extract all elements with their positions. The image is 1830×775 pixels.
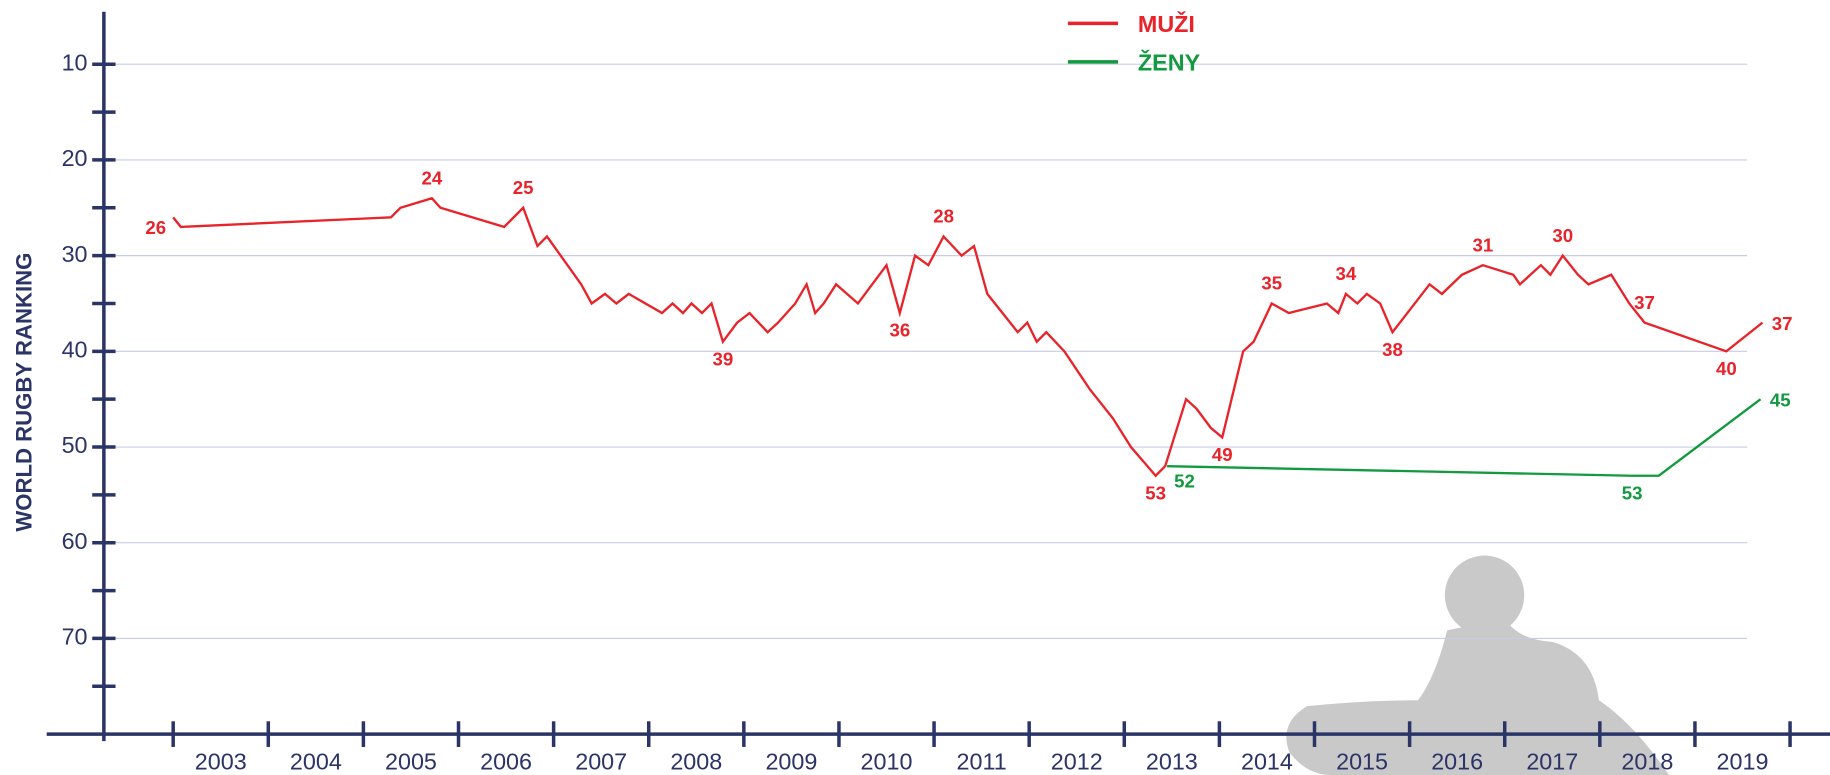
data-label: 24 — [421, 167, 442, 188]
data-label: 35 — [1261, 273, 1282, 294]
x-tick-label: 2017 — [1526, 748, 1578, 774]
x-tick-label: 2003 — [195, 748, 247, 774]
y-tick-label: 70 — [62, 624, 88, 650]
x-tick-label: 2007 — [575, 748, 627, 774]
data-label: 38 — [1382, 339, 1403, 360]
series-line — [173, 198, 1762, 476]
data-label: 25 — [513, 177, 534, 198]
x-tick-label: 2018 — [1621, 748, 1673, 774]
data-label: 49 — [1212, 444, 1233, 465]
x-tick-label: 2008 — [670, 748, 722, 774]
data-label: 53 — [1622, 482, 1643, 503]
page: WORLD RUGBY RANKING 10 20 30 40 50 60 70 2003 20… — [0, 0, 1830, 775]
data-label: 28 — [933, 206, 954, 227]
data-label: 31 — [1472, 234, 1493, 255]
data-label: 45 — [1770, 389, 1791, 410]
x-tick-label: 2009 — [765, 748, 817, 774]
x-tick-label: 2015 — [1336, 748, 1388, 774]
x-tick-label: 2016 — [1431, 748, 1483, 774]
y-tick-label: 50 — [62, 432, 88, 458]
x-tick-label: 2005 — [385, 748, 437, 774]
data-label: 37 — [1634, 292, 1655, 313]
y-tick-label: 40 — [62, 336, 88, 362]
x-tick-label: 2013 — [1146, 748, 1198, 774]
x-tick-label: 2011 — [957, 748, 1007, 774]
data-label: 39 — [713, 348, 734, 369]
legend-label: ŽENY — [1138, 48, 1201, 75]
y-tick-label: 30 — [62, 241, 88, 267]
x-tick-label: 2012 — [1051, 748, 1103, 774]
x-tick-label: 2014 — [1241, 748, 1293, 774]
silhouette — [1286, 556, 1669, 775]
x-tick-label: 2006 — [480, 748, 532, 774]
data-label: 30 — [1552, 225, 1573, 246]
y-axis-label: WORLD RUGBY RANKING — [12, 253, 37, 532]
chart: WORLD RUGBY RANKING 10 20 30 40 50 60 70 2003 20… — [0, 0, 1830, 775]
x-tick-label: 2010 — [861, 748, 913, 774]
data-label: 53 — [1145, 482, 1166, 503]
series-line — [1167, 399, 1760, 476]
x-tick-label: 2019 — [1717, 748, 1769, 774]
data-label: 37 — [1772, 313, 1793, 334]
data-label: 34 — [1336, 263, 1357, 284]
data-label: 36 — [889, 320, 910, 341]
y-tick-label: 60 — [62, 528, 88, 554]
legend-label: MUŽI — [1138, 10, 1195, 37]
data-label: 52 — [1174, 470, 1195, 491]
x-tick-label: 2004 — [290, 748, 342, 774]
data-label: 40 — [1716, 358, 1737, 379]
y-tick-label: 20 — [62, 145, 88, 171]
y-tick-label: 10 — [62, 49, 88, 75]
data-label: 26 — [145, 217, 166, 238]
